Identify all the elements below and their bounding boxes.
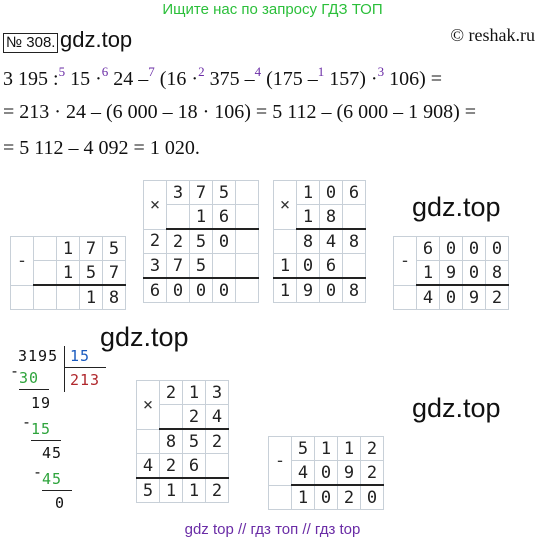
division-quotient: 213 — [70, 371, 101, 389]
division-rule-2 — [31, 440, 61, 441]
copyright[interactable]: © reshak.ru — [450, 25, 535, 45]
division-vertical-line — [64, 346, 65, 392]
division-divisor: 15 — [70, 347, 91, 365]
expression-line-3: = 5 112 – 4 092 = 1 020. — [3, 137, 200, 159]
search-banner: Ищите нас по запросу ГДЗ ТОП — [162, 1, 383, 18]
division-remainder-3: 0 — [55, 494, 66, 512]
division-minus-1: - — [10, 362, 21, 380]
division-rule-3 — [42, 490, 72, 491]
watermark-2: gdz.top — [100, 322, 189, 352]
division-horizontal-line — [64, 367, 106, 368]
expression-line-2: = 213 · 24 – (6 000 – 18 · 106) = 5 112 … — [3, 101, 477, 123]
watermark-1: gdz.top — [412, 192, 501, 222]
expression-line-1: 3 195 :5 15 ·6 24 –7 (16 ·2 375 –4 (175 … — [3, 64, 443, 90]
division-minus-2: - — [22, 413, 33, 431]
division-remainder-2: 45 — [42, 444, 63, 462]
watermark-header: gdz.top — [60, 27, 133, 52]
division-subtrahend-1: 30 — [19, 369, 40, 387]
division-rule-1 — [19, 389, 49, 390]
division-dividend: 3195 — [18, 347, 59, 365]
division-subtrahend-3: 45 — [42, 470, 63, 488]
footer-links: gdz top // гдз топ // гдз top — [184, 521, 361, 538]
task-number: № 308. — [3, 33, 59, 53]
division-minus-3: - — [33, 463, 44, 481]
division-subtrahend-2: 15 — [31, 420, 52, 438]
watermark-3: gdz.top — [412, 393, 501, 423]
division-remainder-1: 19 — [31, 394, 52, 412]
